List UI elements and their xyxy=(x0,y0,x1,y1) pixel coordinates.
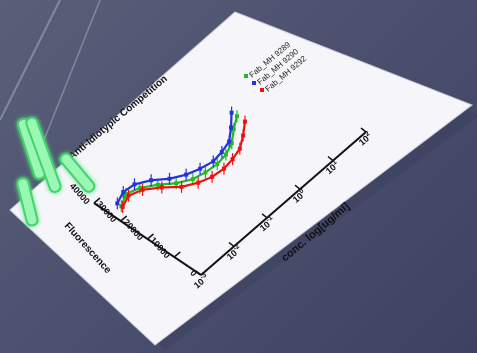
data-point xyxy=(149,178,154,183)
data-point xyxy=(215,162,220,167)
data-point xyxy=(126,193,131,198)
y-tick-mark xyxy=(120,215,128,222)
data-point xyxy=(219,149,224,154)
x-axis xyxy=(200,131,367,276)
data-point xyxy=(120,204,125,209)
glow-markers xyxy=(16,116,96,227)
glow-bar xyxy=(59,152,96,193)
data-point xyxy=(237,146,242,151)
x-tick-mark xyxy=(261,213,268,219)
data-point xyxy=(221,166,226,171)
data-point xyxy=(132,182,137,187)
data-point xyxy=(174,181,179,186)
data-point xyxy=(121,190,126,195)
data-point xyxy=(198,166,203,171)
data-point xyxy=(229,125,234,130)
data-point xyxy=(230,157,235,162)
legend-swatch xyxy=(252,81,256,85)
data-point xyxy=(140,187,145,192)
data-point xyxy=(155,182,160,187)
y-tick-mark xyxy=(93,197,101,204)
data-point xyxy=(234,114,239,119)
glow-bar xyxy=(16,177,39,227)
legend-swatch xyxy=(244,74,248,78)
data-point xyxy=(242,119,247,124)
x-tick-mark xyxy=(228,241,235,247)
x-tick-mark xyxy=(360,127,367,133)
paper-sheet xyxy=(9,11,474,346)
y-tick-mark xyxy=(147,233,154,240)
data-point xyxy=(210,174,215,179)
x-tick-label: 101 xyxy=(323,159,341,176)
data-point xyxy=(190,177,195,182)
x-tick-label: 10-2 xyxy=(224,243,244,262)
x-ticks: 10-3 10-2 10-1 100 101 102 xyxy=(191,127,374,291)
data-point xyxy=(241,133,246,138)
data-point xyxy=(167,176,172,181)
x-tick-label: 10-1 xyxy=(257,214,277,233)
x-tick-mark xyxy=(195,270,202,276)
background-streaks xyxy=(0,0,101,151)
data-point xyxy=(123,191,128,196)
data-point xyxy=(231,127,236,132)
data-point xyxy=(211,159,216,164)
data-point xyxy=(159,185,164,190)
data-point xyxy=(229,141,234,146)
y-tick-label: 0 xyxy=(188,268,199,278)
glow-bar xyxy=(25,116,62,193)
data-point xyxy=(203,170,208,175)
data-point xyxy=(115,201,120,206)
x-tick-label: 100 xyxy=(290,187,308,204)
data-point xyxy=(137,185,142,190)
data-point xyxy=(184,172,189,177)
data-point xyxy=(223,152,228,157)
data-point xyxy=(196,180,201,185)
x-tick-mark xyxy=(327,156,334,162)
y-tick-mark xyxy=(200,269,208,276)
data-point xyxy=(179,184,184,189)
plot-area xyxy=(115,106,247,213)
x-tick-mark xyxy=(294,184,301,190)
legend-swatch xyxy=(260,88,264,92)
data-point xyxy=(227,139,232,144)
y-tick-mark xyxy=(173,251,181,258)
x-tick-label: 10-3 xyxy=(191,272,211,291)
x-tick-label: 102 xyxy=(356,130,374,147)
data-point xyxy=(229,110,234,115)
